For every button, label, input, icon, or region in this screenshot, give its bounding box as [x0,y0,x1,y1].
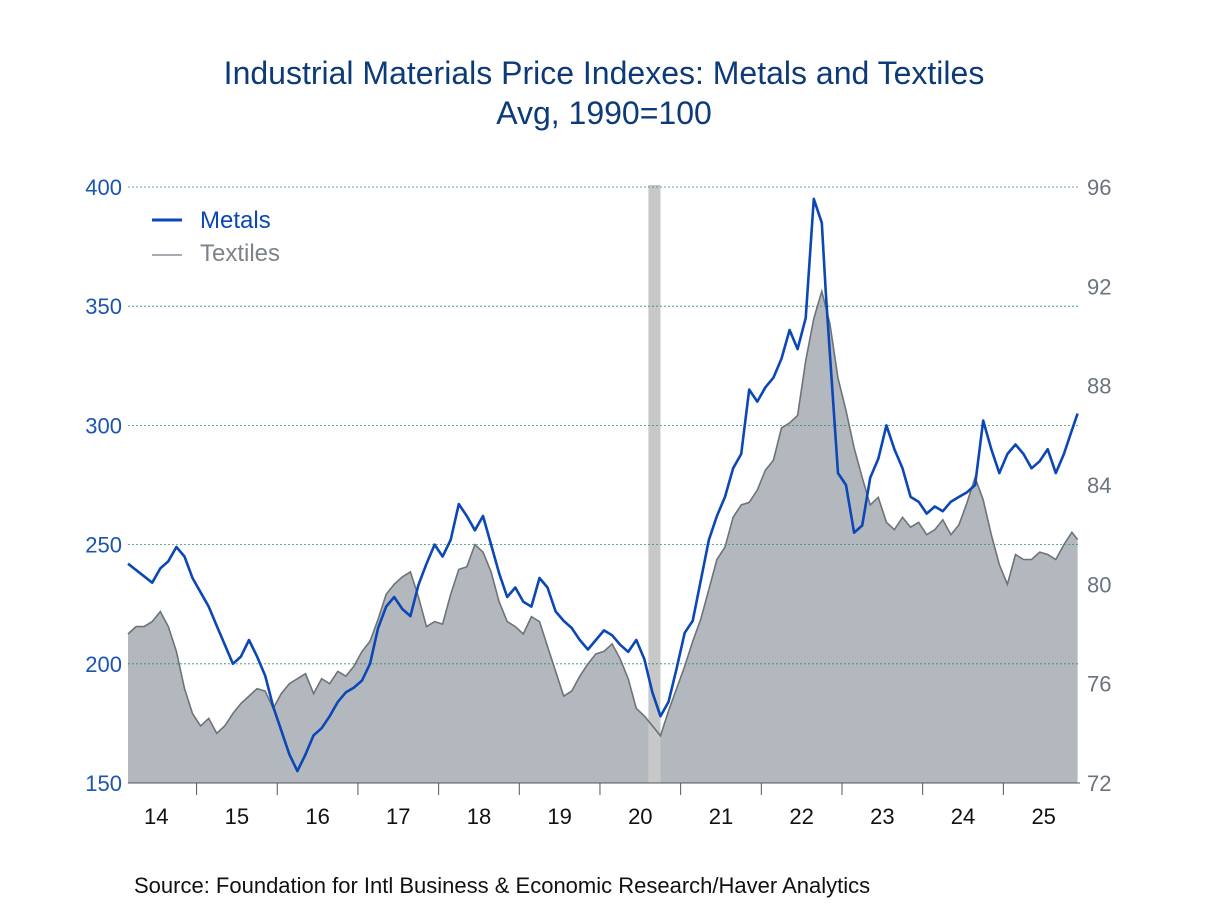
textiles-line [127,288,1079,738]
x-tick-label: 24 [951,804,975,829]
chart-subtitle: Avg, 1990=100 [496,95,712,131]
x-tick-label: 16 [305,804,329,829]
legend-textiles-label: Textiles [200,240,280,267]
source-note: Source: Foundation for Intl Business & E… [134,873,871,898]
y-right-tick-label: 80 [1087,572,1111,597]
y-right-tick-label: 88 [1087,374,1111,399]
y-left-tick-label: 250 [85,533,122,558]
y-right-tick-label: 72 [1087,771,1111,796]
x-tick-label: 18 [467,804,491,829]
y-right-tick-label: 96 [1087,175,1111,200]
x-tick-label: 14 [144,804,168,829]
y-left-tick-label: 200 [85,652,122,677]
recession-band [648,185,661,783]
x-tick-label: 23 [870,804,894,829]
x-tick-label: 19 [547,804,571,829]
y-right-tick-label: 76 [1087,672,1111,697]
textiles-area [128,291,1078,783]
chart-title: Industrial Materials Price Indexes: Meta… [223,55,985,91]
y-left-tick-label: 150 [85,771,122,796]
y-right-tick-label: 84 [1087,473,1111,498]
x-tick-label: 21 [709,804,733,829]
x-tick-label: 17 [386,804,410,829]
y-left-tick-label: 400 [85,175,122,200]
x-tick-label: 15 [225,804,249,829]
y-right-tick-label: 92 [1087,274,1111,299]
y-left-tick-label: 300 [85,413,122,438]
metals-line [127,197,1079,773]
x-tick-label: 22 [789,804,813,829]
x-tick-label: 20 [628,804,652,829]
y-left-tick-label: 350 [85,294,122,319]
x-tick-label: 25 [1031,804,1055,829]
legend-metals-label: Metals [200,207,271,234]
